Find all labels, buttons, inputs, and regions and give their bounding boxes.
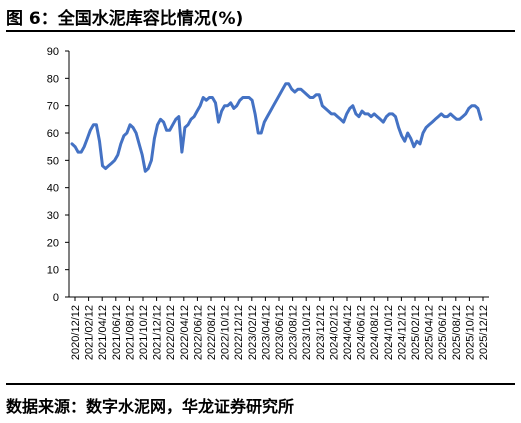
figure-title: 图 6：全国水泥库容比情况(%) xyxy=(6,9,244,29)
x-tick-label: 2025/10/12 xyxy=(464,305,476,360)
y-tick-label: 90 xyxy=(47,46,59,58)
x-tick-label: 2023/06/12 xyxy=(274,305,286,360)
source-note: 数据来源：数字水泥网，华龙证券研究所 xyxy=(6,397,295,416)
x-tick-label: 2022/06/12 xyxy=(192,305,204,360)
x-tick-label: 2024/02/12 xyxy=(328,305,340,360)
y-tick-label: 10 xyxy=(47,265,59,277)
x-tick-label: 2024/10/12 xyxy=(383,305,395,360)
y-tick-label: 0 xyxy=(53,292,59,304)
x-tick-label: 2024/08/12 xyxy=(369,305,381,360)
x-tick-label: 2024/12/12 xyxy=(396,305,408,360)
y-axis: 0 10 20 30 40 50 60 70 80 90 xyxy=(47,46,70,304)
x-tick-label: 2022/02/12 xyxy=(165,305,177,360)
y-tick-label: 20 xyxy=(47,237,59,249)
y-tick-label: 50 xyxy=(47,155,59,167)
x-axis: 2020/12/12 2021/02/12 2021/04/12 2021/06/12… xyxy=(69,296,490,360)
x-tick-label: 2023/10/12 xyxy=(301,305,313,360)
x-tick-label: 2024/06/12 xyxy=(356,305,368,360)
x-tick-label: 2022/04/12 xyxy=(179,305,191,360)
bottom-rule xyxy=(6,383,515,385)
x-tick-label: 2022/10/12 xyxy=(220,305,232,360)
x-tick-label: 2025/12/12 xyxy=(478,305,490,360)
x-tick-label: 2022/08/12 xyxy=(206,305,218,360)
x-tick-label: 2020/12/12 xyxy=(70,305,82,360)
series-layer xyxy=(70,82,483,173)
x-tick-label: 2021/08/12 xyxy=(124,305,136,360)
x-tick-label: 2021/12/12 xyxy=(152,305,164,360)
x-tick-label: 2024/04/12 xyxy=(342,305,354,360)
y-tick-label: 40 xyxy=(47,183,59,195)
y-tick-label: 60 xyxy=(47,128,59,140)
x-tick-label: 2025/06/12 xyxy=(437,305,449,360)
x-tick-label: 2025/08/12 xyxy=(451,305,463,360)
x-tick-label: 2021/04/12 xyxy=(97,305,109,360)
y-tick-label: 70 xyxy=(47,101,59,113)
series-line xyxy=(70,82,483,173)
x-tick-label: 2023/04/12 xyxy=(260,305,272,360)
x-tick-label: 2025/04/12 xyxy=(424,305,436,360)
x-tick-label: 2023/12/12 xyxy=(315,305,327,360)
x-tick-label: 2021/10/12 xyxy=(138,305,150,360)
x-tick-label: 2021/02/12 xyxy=(84,305,96,360)
x-tick-label: 2022/12/12 xyxy=(233,305,245,360)
y-tick-label: 80 xyxy=(47,73,59,85)
y-tick-label: 30 xyxy=(47,210,59,222)
x-tick-label: 2025/02/12 xyxy=(410,305,422,360)
x-tick-label: 2021/06/12 xyxy=(111,305,123,360)
x-tick-label: 2023/02/12 xyxy=(247,305,259,360)
x-tick-label: 2023/08/12 xyxy=(288,305,300,360)
top-rule xyxy=(6,30,515,32)
line-chart: 0 10 20 30 40 50 60 70 80 90 2020/12/12 2021/02/12… xyxy=(47,46,490,360)
